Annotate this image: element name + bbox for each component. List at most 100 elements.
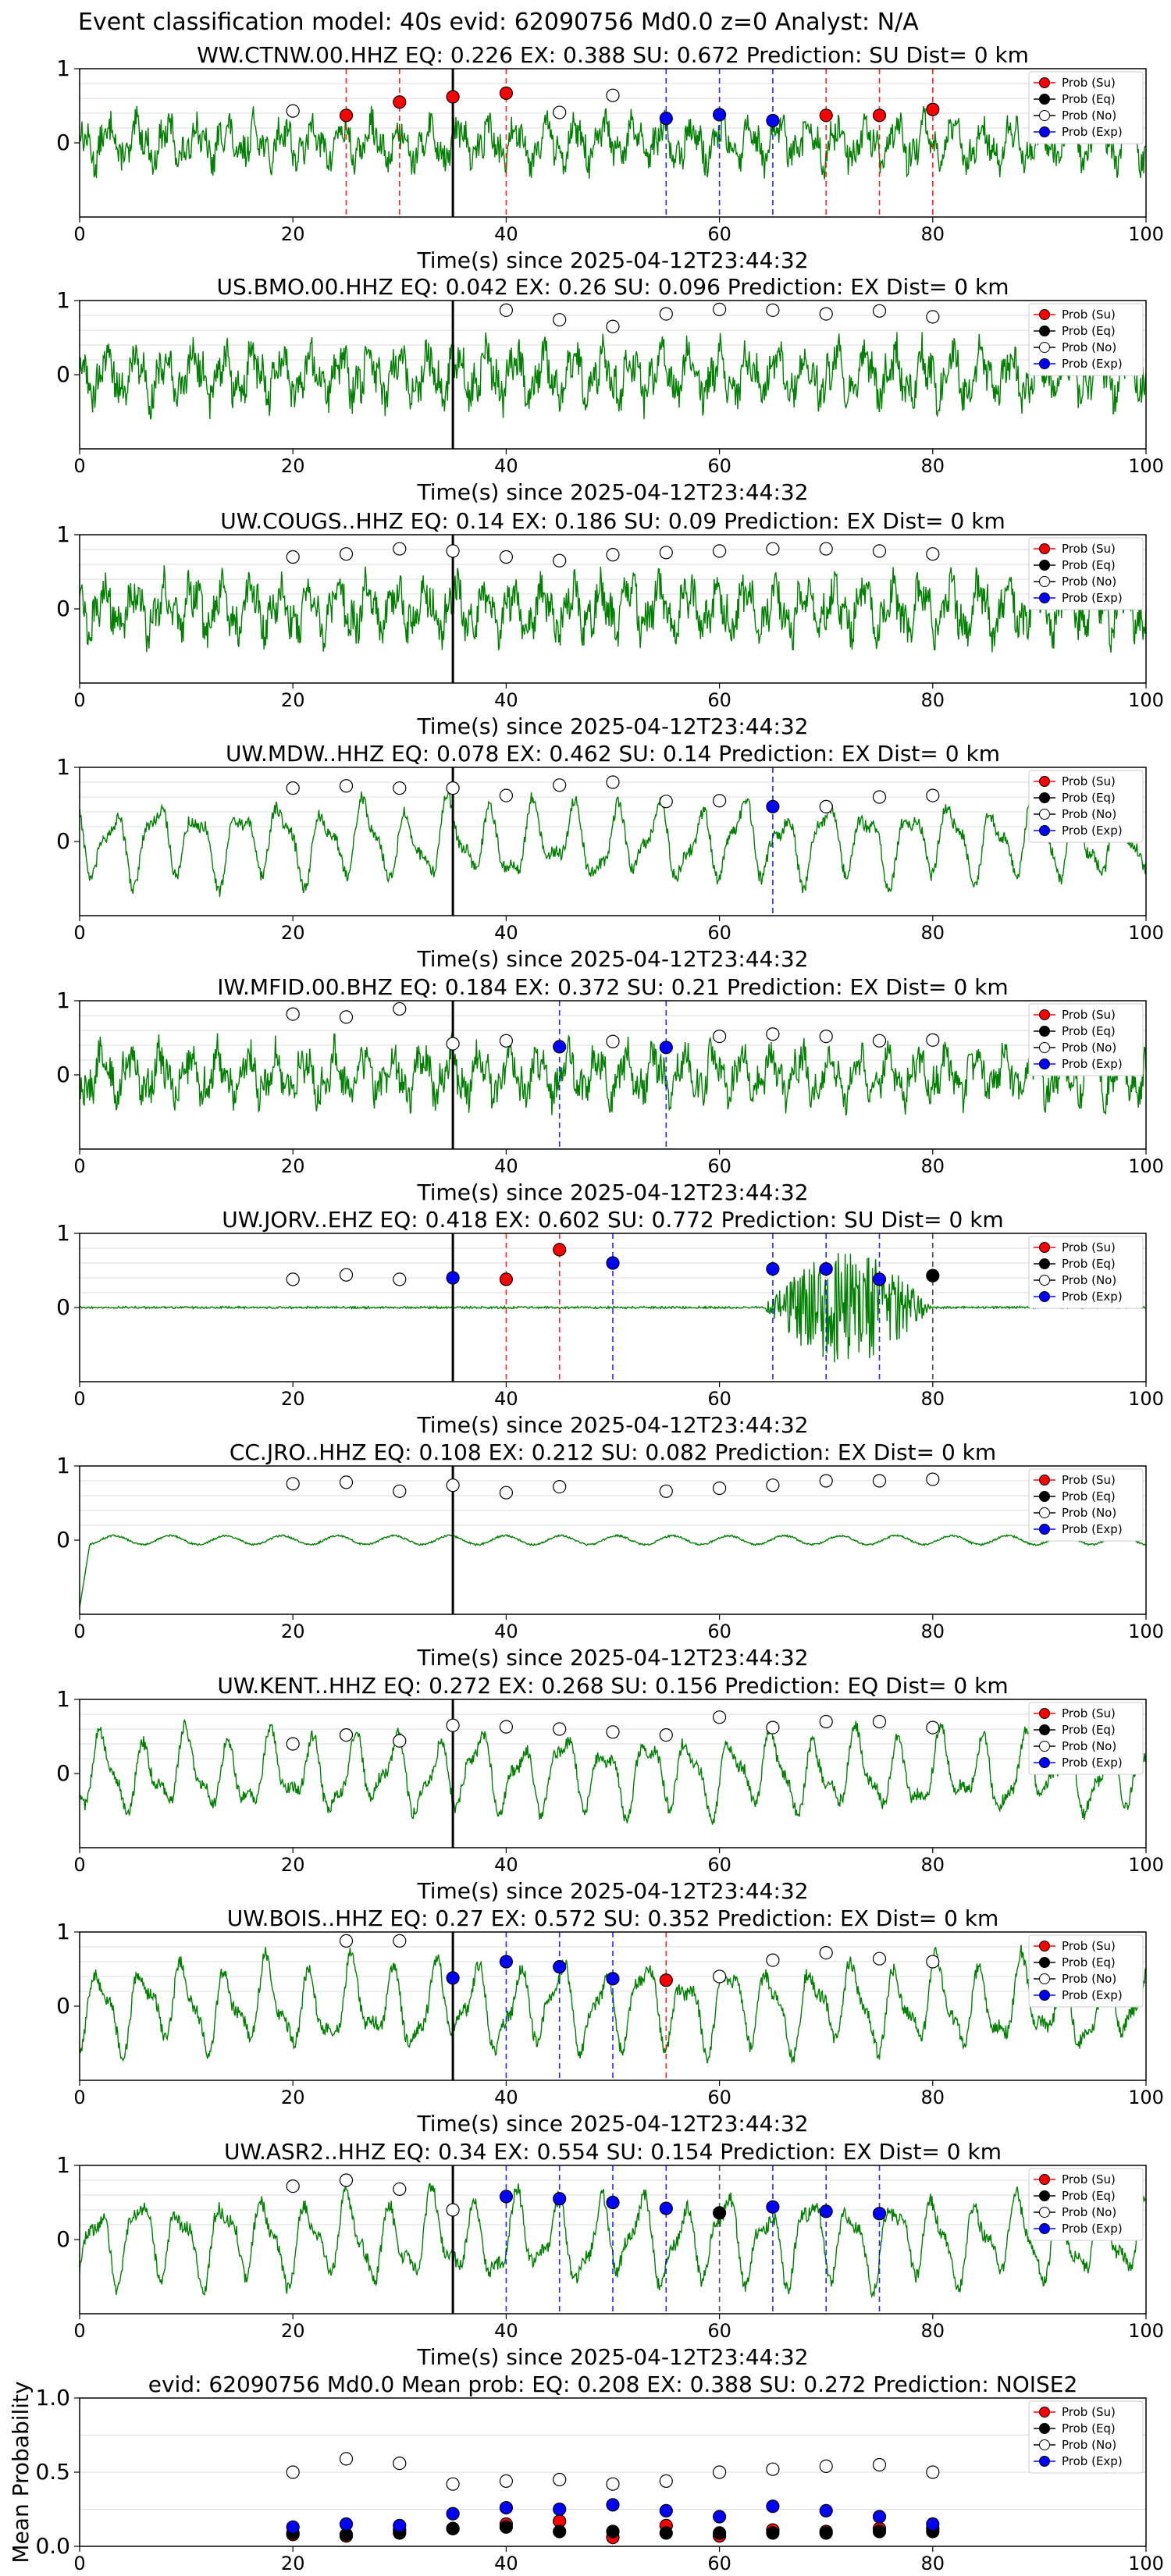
point-no (659, 2474, 673, 2488)
x-tick-label: 80 (921, 2320, 945, 2342)
panel-title: UW.ASR2..HHZ EQ: 0.34 EX: 0.554 SU: 0.15… (224, 2139, 1002, 2165)
x-tick-label: 100 (1128, 223, 1164, 245)
y-tick-label: 0 (56, 130, 70, 155)
x-tick-label: 0 (73, 922, 85, 944)
panel-7: CC.JRO..HHZ EQ: 0.108 EX: 0.212 SU: 0.08… (56, 1439, 1164, 1670)
x-tick-label: 0 (73, 2553, 85, 2574)
point-no (606, 319, 620, 333)
point-no (606, 1034, 620, 1048)
point-no (712, 1481, 727, 1496)
panel-title: UW.BOIS..HHZ EQ: 0.27 EX: 0.572 SU: 0.35… (227, 1905, 999, 1931)
point-eq (766, 2526, 780, 2540)
y-tick-label: 0 (56, 361, 70, 387)
legend-label-exp: Prob (Exp) (1062, 824, 1123, 838)
x-tick-label: 40 (494, 1388, 518, 1410)
point-eq (606, 2524, 620, 2539)
point-no (499, 1720, 514, 1734)
y-tick-label: 1 (56, 2152, 70, 2178)
legend-label-eq: Prob (Eq) (1062, 92, 1116, 106)
point-exp (872, 2207, 887, 2221)
legend-marker-no (1039, 1973, 1050, 1984)
x-axis-label: Time(s) since 2025-04-12T23:44:32 (416, 946, 808, 972)
figure-suptitle: Event classification model: 40s evid: 62… (78, 9, 919, 36)
point-no (446, 2477, 460, 2491)
x-tick-label: 40 (494, 1621, 518, 1642)
x-tick-label: 0 (73, 2320, 85, 2342)
legend-marker-no (1039, 2439, 1050, 2450)
x-tick-label: 20 (281, 922, 305, 944)
x-tick-label: 0 (73, 1854, 85, 1876)
legend-label-no: Prob (No) (1062, 1273, 1116, 1287)
waveform-trace (79, 791, 1147, 898)
panel-4: UW.MDW..HHZ EQ: 0.078 EX: 0.462 SU: 0.14… (56, 741, 1164, 972)
legend-marker-eq (1039, 560, 1050, 571)
panel-title: UW.JORV..EHZ EQ: 0.418 EX: 0.602 SU: 0.7… (222, 1207, 1003, 1233)
x-tick-label: 60 (707, 1388, 731, 1410)
legend: Prob (Su) Prob (Eq) Prob (No) Prob (Exp) (1028, 1934, 1144, 2008)
panel-title: UW.COUGS..HHZ EQ: 0.14 EX: 0.186 SU: 0.0… (220, 508, 1005, 534)
legend-label-eq: Prob (Eq) (1062, 1955, 1116, 1969)
point-exp (499, 1955, 514, 1969)
legend-marker-exp (1039, 825, 1050, 836)
legend-label-su: Prob (Su) (1062, 1706, 1116, 1720)
legend-marker-no (1039, 342, 1050, 353)
legend-marker-exp (1039, 358, 1050, 369)
x-tick-label: 60 (707, 223, 731, 245)
legend-box (1028, 1702, 1144, 1775)
point-exp (393, 2518, 407, 2532)
point-su (659, 1973, 673, 1987)
x-tick-label: 0 (73, 455, 85, 477)
panel-11: evid: 62090756 Md0.0 Mean prob: EQ: 0.20… (8, 2371, 1164, 2574)
panel-8: UW.KENT..HHZ EQ: 0.272 EX: 0.268 SU: 0.1… (56, 1673, 1164, 1904)
legend-marker-su (1039, 1708, 1050, 1719)
point-exp (553, 1960, 567, 1974)
point-no (499, 1034, 514, 1048)
legend-marker-exp (1039, 2223, 1050, 2234)
point-no (872, 304, 887, 318)
x-tick-label: 40 (494, 2320, 518, 2342)
x-tick-label: 20 (281, 689, 305, 711)
point-no (766, 542, 780, 556)
x-tick-label: 0 (73, 1621, 85, 1642)
point-no (553, 553, 567, 568)
legend-marker-exp (1039, 1757, 1050, 1768)
y-tick-label: 0 (56, 1294, 70, 1320)
x-axis-label: Time(s) since 2025-04-12T23:44:32 (416, 479, 808, 505)
legend-label-no: Prob (No) (1062, 2438, 1116, 2452)
point-no (499, 550, 514, 564)
x-tick-label: 100 (1128, 1854, 1164, 1876)
y-tick-label: 1 (56, 1453, 70, 1478)
point-su (926, 102, 940, 116)
x-tick-label: 100 (1128, 1388, 1164, 1410)
point-eq (499, 2520, 514, 2534)
point-no (286, 550, 300, 564)
y-tick-label: 1 (56, 754, 70, 780)
point-exp (712, 2510, 727, 2524)
point-eq (712, 2206, 727, 2220)
legend-label-su: Prob (Su) (1062, 1473, 1116, 1487)
point-exp (499, 2501, 514, 2515)
x-tick-label: 0 (73, 1155, 85, 1177)
legend-label-exp: Prob (Exp) (1062, 1522, 1123, 1536)
point-no (659, 546, 673, 560)
legend-box (1028, 1236, 1144, 1309)
x-tick-label: 20 (281, 223, 305, 245)
legend-label-eq: Prob (Eq) (1062, 2189, 1116, 2203)
point-no (499, 788, 514, 802)
legend-marker-no (1039, 2207, 1050, 2218)
x-tick-label: 0 (73, 223, 85, 245)
point-no (872, 1714, 887, 1729)
point-no (339, 2173, 354, 2187)
waveform-trace (79, 1032, 1147, 1116)
legend-label-no: Prob (No) (1062, 1972, 1116, 1986)
legend-label-no: Prob (No) (1062, 807, 1116, 821)
x-tick-label: 40 (494, 1854, 518, 1876)
legend: Prob (Su) Prob (Eq) Prob (No) Prob (Exp) (1028, 770, 1144, 843)
point-no (712, 1969, 727, 1984)
point-no (553, 313, 567, 327)
point-no (766, 1478, 780, 1493)
point-no (606, 88, 620, 102)
x-tick-label: 100 (1128, 1621, 1164, 1642)
point-no (712, 1710, 727, 1724)
legend-marker-no (1039, 1507, 1050, 1518)
